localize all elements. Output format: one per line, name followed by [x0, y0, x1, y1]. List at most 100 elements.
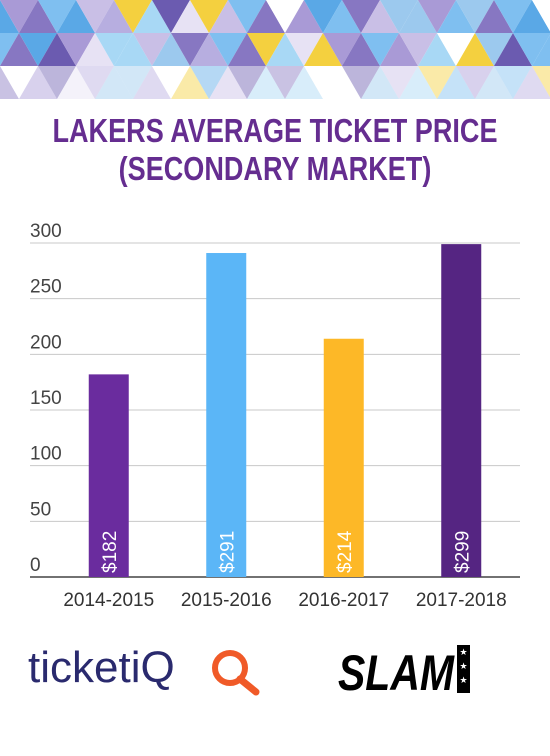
banner-triangle: [456, 66, 494, 99]
data-label: $291: [217, 531, 238, 573]
banner-triangle: [304, 0, 342, 33]
x-tick-label: 2016-2017: [298, 590, 389, 611]
banner-triangle: [513, 0, 550, 33]
ticketiq-magnifier-handle-icon: [236, 675, 260, 696]
banner-triangle: [437, 0, 475, 33]
banner-triangle: [95, 33, 133, 66]
slam-star-icon: ★: [459, 647, 467, 657]
banner-triangle: [95, 66, 133, 99]
banner-triangle: [361, 0, 399, 33]
banner-triangle: [0, 66, 38, 99]
banner-triangle: [323, 33, 361, 66]
banner-triangle: [418, 66, 456, 99]
bar: [206, 253, 247, 577]
banner-triangle: [494, 33, 532, 66]
banner-triangle: [399, 0, 437, 33]
banner-triangle: [228, 0, 266, 33]
slam-star-bar: [457, 645, 470, 693]
banner-triangle: [437, 33, 475, 66]
banner-triangle: [342, 66, 380, 99]
banner-triangle: [171, 33, 209, 66]
logo-row: ticketiQ ★ ★ ★ SLAM: [28, 643, 470, 701]
banner-triangle: [114, 0, 152, 33]
banner-triangle: [361, 66, 399, 99]
banner-triangle: [494, 66, 532, 99]
banner-triangle: [19, 33, 57, 66]
banner-triangle: [0, 33, 38, 66]
banner-triangle: [247, 0, 285, 33]
banner-triangle: [380, 33, 418, 66]
banner-triangle: [0, 0, 38, 33]
data-label: $214: [335, 530, 356, 573]
banner-triangle: [323, 66, 361, 99]
x-tick-label: 2015-2016: [181, 590, 272, 611]
banner-triangle: [190, 66, 228, 99]
banner-triangle: [228, 33, 266, 66]
banner-triangle: [475, 66, 513, 99]
banner-triangle: [380, 66, 418, 99]
banner-triangle: [19, 66, 57, 99]
banner-triangle: [190, 33, 228, 66]
banner-triangle: [304, 33, 342, 66]
banner-triangle: [418, 0, 456, 33]
banner-triangle: [380, 0, 418, 33]
banner-triangle: [342, 33, 380, 66]
banner-triangle: [209, 33, 247, 66]
banner-triangle: [456, 0, 494, 33]
banner-triangle: [323, 0, 361, 33]
banner-triangle: [190, 0, 228, 33]
x-tick-label: 2017-2018: [416, 590, 507, 611]
y-tick-label: 100: [30, 444, 62, 465]
banner-triangle: [152, 0, 190, 33]
banner-triangle: [133, 66, 171, 99]
bar: [88, 374, 129, 577]
banner-triangle: [266, 0, 304, 33]
banner-triangle: [266, 33, 304, 66]
banner-triangle: [285, 33, 323, 66]
banner-triangle: [513, 66, 550, 99]
chart-title: LAKERS AVERAGE TICKET PRICE (SECONDARY M…: [50, 112, 501, 188]
banner-triangle: [532, 0, 550, 32]
y-tick-label: 0: [30, 555, 41, 576]
banner-triangle: [361, 33, 399, 66]
bar: [323, 338, 364, 577]
banner-triangle: [0, 66, 19, 99]
banner-triangle: [171, 66, 209, 99]
slam-star-icon: ★: [459, 661, 467, 671]
banner-triangle: [95, 0, 133, 33]
banner-triangle: [285, 66, 323, 99]
banner-triangle: [76, 0, 114, 33]
banner-triangle: [57, 66, 95, 99]
banner-triangle: [418, 33, 456, 66]
banner-triangle: [114, 66, 152, 99]
y-tick-label: 200: [30, 332, 62, 353]
banner-triangle: [57, 0, 95, 33]
y-tick-label: 50: [30, 499, 51, 520]
banner-triangle: [475, 0, 513, 33]
ticketiq-logo: ticketiQ: [28, 643, 260, 696]
banner-triangle: [133, 33, 171, 66]
data-label: $182: [100, 531, 121, 573]
chart-title-line-2: (SECONDARY MARKET): [118, 150, 432, 187]
y-tick-label: 150: [30, 388, 62, 409]
banner-triangle: [209, 66, 247, 99]
banner-triangle: [76, 33, 114, 66]
banner-triangle: [494, 0, 532, 33]
banner-triangle: [475, 33, 513, 66]
banner-triangle: [266, 66, 304, 99]
banner-triangle: [152, 66, 190, 99]
banner-triangle: [38, 33, 76, 66]
banner-triangle: [247, 33, 285, 66]
y-tick-label: 300: [30, 221, 62, 242]
ticketiq-logo-text: ticketiQ: [28, 643, 175, 692]
banner-triangle: [228, 66, 266, 99]
banner-triangle: [304, 66, 342, 99]
banner-triangle: [152, 33, 190, 66]
chart-title-line-1: LAKERS AVERAGE TICKET PRICE: [52, 112, 498, 149]
banner-triangle: [456, 33, 494, 66]
banner-triangle: [76, 66, 114, 99]
x-tick-label: 2014-2015: [63, 590, 154, 611]
banner-triangle: [285, 0, 323, 33]
banner-triangle: [38, 66, 76, 99]
banner-triangle: [247, 66, 285, 99]
